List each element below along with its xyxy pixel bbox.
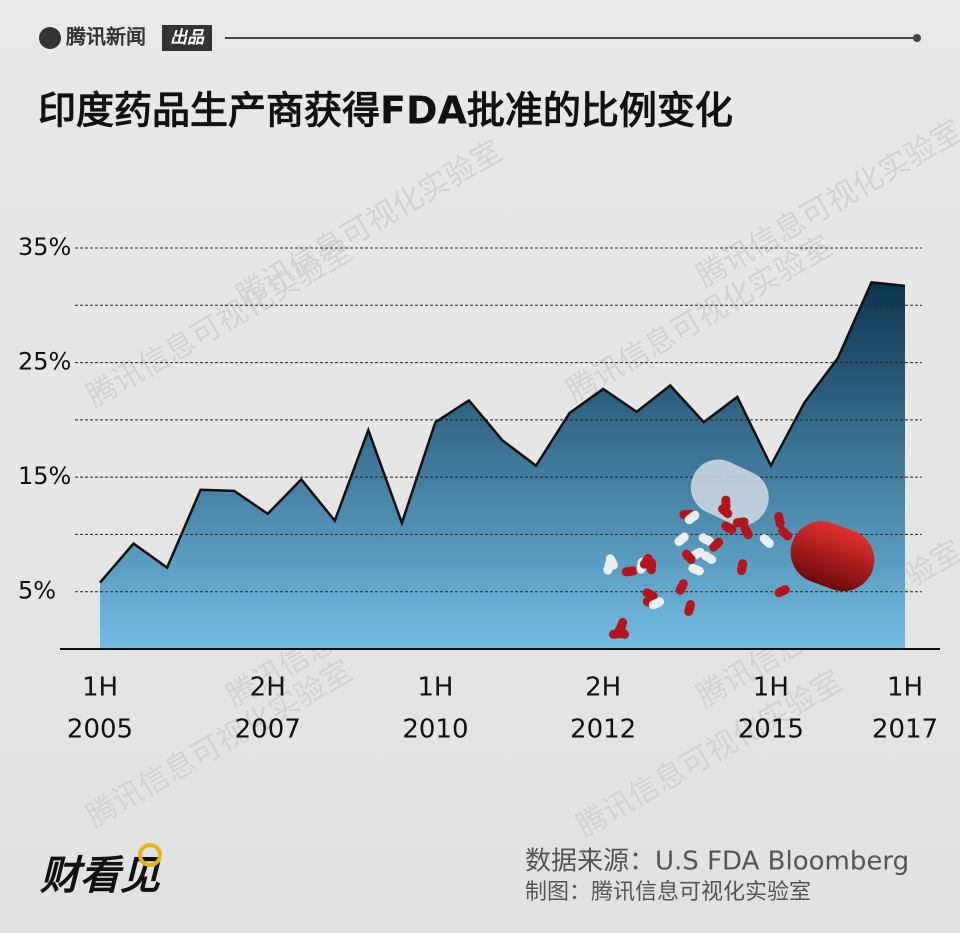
pills (603, 459, 875, 639)
x-tick-label: 1H (753, 673, 789, 703)
x-tick-label: 1H (887, 673, 923, 703)
header-dot (913, 34, 921, 42)
x-tick-label: 2010 (402, 715, 468, 745)
y-tick-label: 5% (18, 577, 56, 605)
y-tick-label: 25% (18, 348, 71, 376)
credit: 制图：腾讯信息可视化实验室 (525, 880, 811, 905)
x-tick-label: 2017 (872, 715, 938, 745)
chart-title: 印度药品生产商获得FDA批准的比例变化 (38, 89, 733, 133)
line (99, 281, 906, 584)
x-tick-label: 2007 (235, 715, 301, 745)
logo-ring (138, 843, 162, 867)
x-tick-label: 1H (82, 673, 118, 703)
x-tick-label: 2015 (738, 715, 804, 745)
source: 数据来源：U.S FDA Bloomberg (525, 847, 909, 877)
x-tick-label: 2005 (67, 715, 133, 745)
y-tick-label: 15% (18, 462, 71, 490)
badge: 出品 (170, 28, 205, 48)
x-tick-label: 2012 (570, 715, 636, 745)
logo: 财看见 (40, 853, 162, 899)
brand: 腾讯新闻 (66, 25, 146, 49)
x-tick-label: 2H (585, 673, 621, 703)
x-tick-label: 2H (250, 673, 286, 703)
brand-icon (39, 27, 61, 49)
y-tick-label: 35% (18, 233, 71, 261)
badge-box (162, 25, 212, 51)
x-tick-label: 1H (417, 673, 453, 703)
